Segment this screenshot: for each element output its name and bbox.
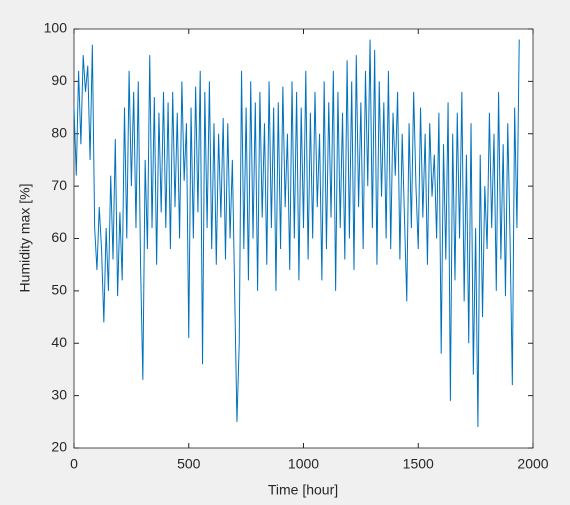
y-axis-label: Humidity max [%] <box>17 184 33 293</box>
x-tick-label: 1000 <box>288 456 319 472</box>
y-tick-label: 80 <box>51 124 67 140</box>
y-tick-label: 100 <box>44 20 68 36</box>
y-tick-label: 20 <box>51 439 67 455</box>
x-tick-label: 1500 <box>403 456 434 472</box>
axes-box <box>73 28 534 449</box>
x-tick-label: 500 <box>177 456 201 472</box>
y-tick-label: 90 <box>51 72 67 88</box>
x-axis-label: Time [hour] <box>268 482 338 498</box>
y-tick-label: 40 <box>51 334 67 350</box>
y-tick-label: 70 <box>51 177 67 193</box>
y-tick-label: 50 <box>51 282 67 298</box>
y-tick-label: 60 <box>51 229 67 245</box>
x-tick-label: 0 <box>70 456 78 472</box>
y-tick-label: 30 <box>51 386 67 402</box>
x-tick-label: 2000 <box>517 456 548 472</box>
data-line <box>73 39 520 428</box>
